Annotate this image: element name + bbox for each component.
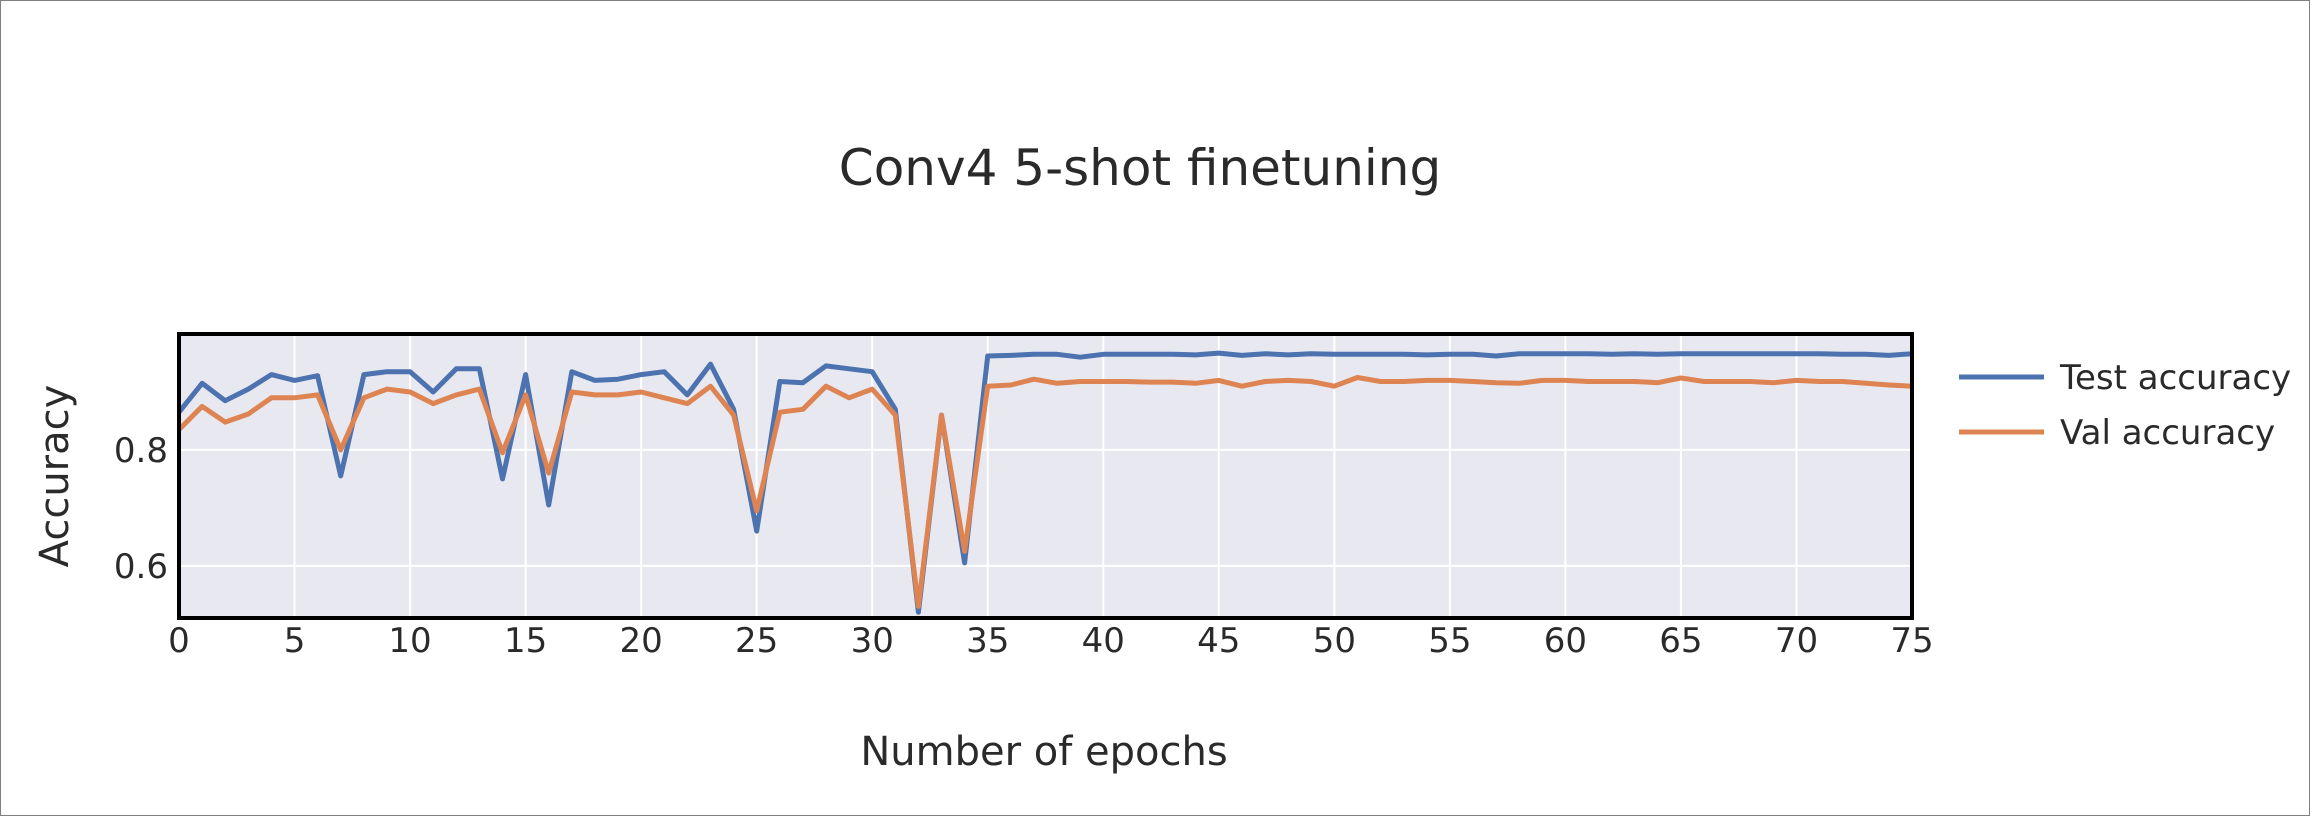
x-tick-label: 20	[620, 621, 663, 661]
x-tick-label: 45	[1197, 621, 1240, 661]
chart-title: Conv4 5-shot finetuning	[839, 139, 1441, 197]
y-axis-title: Accuracy	[32, 385, 78, 568]
x-tick-labels: 0 5 10 15 20 25 30 35 40 45 50 55 60 65 70 75	[168, 621, 1933, 661]
x-tick-label: 10	[388, 621, 431, 661]
x-tick-label: 55	[1428, 621, 1471, 661]
x-tick-label: 50	[1313, 621, 1356, 661]
y-tick-label: 0.8	[114, 431, 168, 471]
x-tick-label: 60	[1544, 621, 1587, 661]
y-tick-label: 0.6	[114, 547, 168, 587]
legend: Test accuracy Val accuracy	[1959, 358, 2291, 453]
x-tick-label: 75	[1890, 621, 1933, 661]
x-tick-label: 5	[284, 621, 306, 661]
x-tick-label: 15	[504, 621, 547, 661]
legend-label: Test accuracy	[2059, 358, 2291, 398]
plot-area	[179, 334, 1912, 618]
x-tick-label: 70	[1775, 621, 1818, 661]
x-tick-label: 30	[851, 621, 894, 661]
x-tick-label: 25	[735, 621, 778, 661]
series-line-val-accuracy	[177, 375, 1913, 609]
y-tick-labels: 0.6 0.8	[114, 431, 168, 587]
plot-border	[177, 332, 1914, 620]
series-layer	[177, 350, 1913, 615]
x-tick-label: 40	[1082, 621, 1125, 661]
legend-label: Val accuracy	[2060, 413, 2275, 453]
series-line-test-accuracy	[177, 350, 1913, 615]
x-axis-title: Number of epochs	[860, 729, 1227, 775]
x-tick-label: 0	[168, 621, 190, 661]
x-tick-label: 65	[1659, 621, 1702, 661]
x-tick-label: 35	[966, 621, 1009, 661]
